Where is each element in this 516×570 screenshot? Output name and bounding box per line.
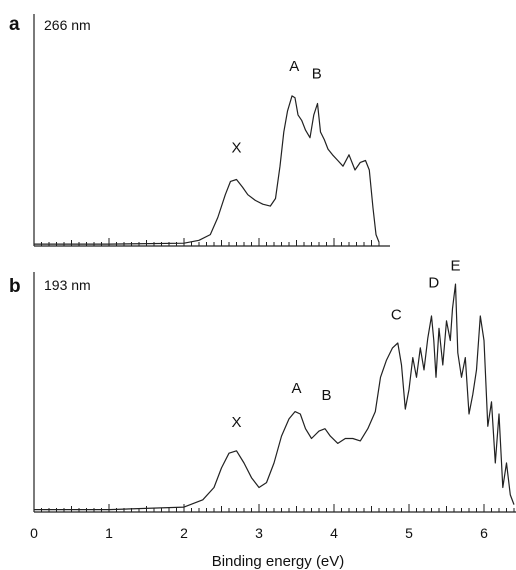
x-tick-label: 3 xyxy=(255,525,263,541)
x-tick-label: 5 xyxy=(405,525,413,541)
peak-label-a: A xyxy=(289,58,299,75)
panel-b-wavelength: 193 nm xyxy=(44,277,91,293)
peak-label-d: D xyxy=(428,275,439,292)
peak-label-c: C xyxy=(391,306,402,323)
panel-a: a 266 nm X A B xyxy=(9,14,390,247)
x-tick-label: 2 xyxy=(180,525,188,541)
peak-label-b: B xyxy=(312,66,322,83)
panel-b-trace xyxy=(34,283,515,511)
panel-b-ticks xyxy=(33,504,515,512)
x-tick-label: 4 xyxy=(330,525,338,541)
peak-label-e: E xyxy=(450,257,460,274)
x-tick-label: 6 xyxy=(480,525,488,541)
panel-a-letter: a xyxy=(9,14,20,35)
panel-b: b 193 nm X A B C DE 0 1 2 3 4 5 6 Binding energy (… xyxy=(9,257,516,570)
x-axis-title: Binding energy (eV) xyxy=(212,553,345,570)
peak-label-b: B xyxy=(321,387,331,404)
panel-b-letter: b xyxy=(9,276,21,297)
panel-a-trace xyxy=(34,95,380,245)
peak-label-x: X xyxy=(231,414,241,431)
x-tick-label: 0 xyxy=(30,525,38,541)
panel-a-peak-labels: X A B xyxy=(231,58,321,157)
panel-a-wavelength: 266 nm xyxy=(44,17,91,33)
panel-a-ticks xyxy=(33,238,380,246)
peak-label-x: X xyxy=(231,140,241,157)
peak-label-a: A xyxy=(291,380,301,397)
x-tick-label: 1 xyxy=(105,525,113,541)
panel-b-peak-labels: X A B C DE xyxy=(231,257,460,431)
panel-b-tick-labels: 0 1 2 3 4 5 6 xyxy=(30,525,488,541)
